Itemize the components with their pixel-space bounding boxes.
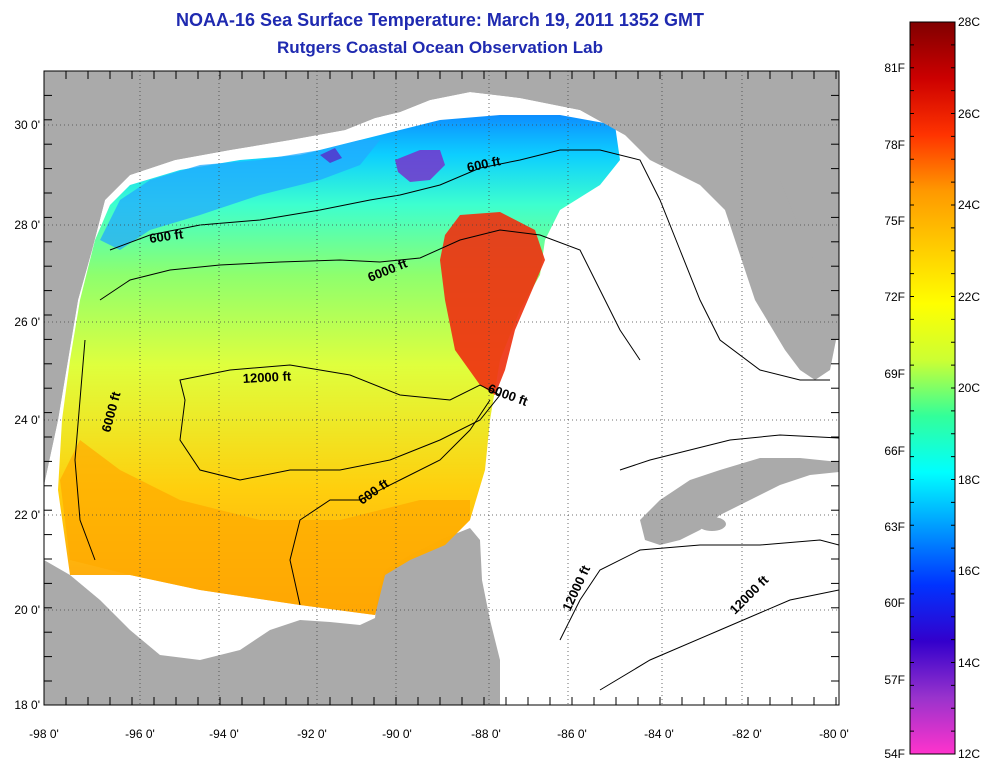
colorbar-celsius-label: 18C bbox=[958, 473, 980, 487]
sst-north-cold bbox=[100, 140, 380, 250]
contour-label: 600 ft bbox=[466, 153, 503, 175]
colorbar-celsius-label: 20C bbox=[958, 381, 980, 395]
mexico-south-land bbox=[44, 560, 375, 705]
lon-tick-label: -80 0' bbox=[819, 727, 849, 741]
lon-tick-label: -92 0' bbox=[297, 727, 327, 741]
colorbar-celsius-label: 22C bbox=[958, 290, 980, 304]
lat-tick-label: 18 0' bbox=[14, 698, 40, 712]
axis-ticks bbox=[43, 70, 839, 705]
latitude-axis: 30 0' 28 0' 26 0' 24 0' 22 0' 20 0' 18 0… bbox=[14, 118, 40, 712]
lon-tick-label: -88 0' bbox=[471, 727, 501, 741]
lon-tick-label: -96 0' bbox=[125, 727, 155, 741]
yucatan-land bbox=[375, 528, 500, 705]
sst-loop-current bbox=[440, 212, 545, 395]
colorbar-fahrenheit-label: 72F bbox=[884, 290, 905, 304]
grid-lines bbox=[44, 71, 839, 705]
colorbar-fahrenheit-label: 78F bbox=[884, 138, 905, 152]
colorbar-fahrenheit-label: 57F bbox=[884, 673, 905, 687]
lon-tick-label: -90 0' bbox=[382, 727, 412, 741]
contour-6000ft-west bbox=[74, 339, 96, 561]
colorbar-celsius-label: 24C bbox=[958, 198, 980, 212]
map-title: NOAA-16 Sea Surface Temperature: March 1… bbox=[176, 10, 704, 30]
lon-tick-label: -98 0' bbox=[29, 727, 59, 741]
sst-bay-cold bbox=[320, 148, 342, 163]
lat-tick-label: 24 0' bbox=[14, 413, 40, 427]
island-land bbox=[698, 517, 726, 531]
longitude-axis: -98 0' -96 0' -94 0' -92 0' -90 0' -88 0… bbox=[29, 727, 849, 741]
contour-12000ft bbox=[179, 364, 501, 481]
lon-tick-label: -86 0' bbox=[557, 727, 587, 741]
florida-east-land bbox=[760, 80, 839, 340]
colorbar-scale bbox=[909, 21, 956, 755]
lat-tick-label: 20 0' bbox=[14, 603, 40, 617]
colorbar-fahrenheit-label: 60F bbox=[884, 596, 905, 610]
colorbar-fahrenheit-label: 54F bbox=[884, 747, 905, 761]
lat-tick-label: 22 0' bbox=[14, 508, 40, 522]
colorbar-fahrenheit-label: 75F bbox=[884, 214, 905, 228]
colorbar-fahrenheit-label: 69F bbox=[884, 367, 905, 381]
bathymetry-contours bbox=[74, 149, 839, 691]
colorbar-ticks bbox=[910, 21, 955, 755]
sst-mississippi-cold bbox=[395, 150, 445, 182]
colorbar-celsius-label: 12C bbox=[958, 747, 980, 761]
cuba-land bbox=[640, 458, 839, 545]
map-subtitle: Rutgers Coastal Ocean Observation Lab bbox=[277, 38, 603, 57]
lat-tick-label: 30 0' bbox=[14, 118, 40, 132]
colorbar-celsius-label: 26C bbox=[958, 107, 980, 121]
contour-caribbean-12000ft-b bbox=[599, 589, 839, 691]
contour-6000ft-north bbox=[99, 229, 641, 361]
contour-label: 12000 ft bbox=[242, 368, 292, 386]
colorbar-celsius-label: 16C bbox=[958, 564, 980, 578]
colorbar-fahrenheit-label: 63F bbox=[884, 520, 905, 534]
map-plot-area: 600 ft 600 ft 6000 ft 12000 ft 6000 ft 6… bbox=[44, 71, 839, 705]
colorbar-celsius-label: 14C bbox=[958, 656, 980, 670]
contour-label: 600 ft bbox=[148, 226, 184, 246]
colorbar-fahrenheit-label: 66F bbox=[884, 444, 905, 458]
contour-600ft-south bbox=[289, 399, 491, 606]
lat-tick-label: 28 0' bbox=[14, 218, 40, 232]
louisiana-coast-land bbox=[44, 71, 839, 485]
sst-west-warm bbox=[60, 440, 470, 615]
contour-caribbean-12000ft-a bbox=[559, 539, 839, 641]
colorbar-fahrenheit-label: 81F bbox=[884, 61, 905, 75]
colorbar-celsius-label: 28C bbox=[958, 15, 980, 29]
lon-tick-label: -84 0' bbox=[644, 727, 674, 741]
contour-600ft-north bbox=[109, 149, 830, 381]
lon-tick-label: -82 0' bbox=[732, 727, 762, 741]
florida-land bbox=[625, 130, 836, 380]
colorbar: 28C 26C 24C 22C 20C 18C 16C 14C 12C 81F … bbox=[884, 15, 980, 761]
lon-tick-label: -94 0' bbox=[209, 727, 239, 741]
contour-cuba-shelf bbox=[619, 434, 839, 471]
lat-tick-label: 26 0' bbox=[14, 315, 40, 329]
